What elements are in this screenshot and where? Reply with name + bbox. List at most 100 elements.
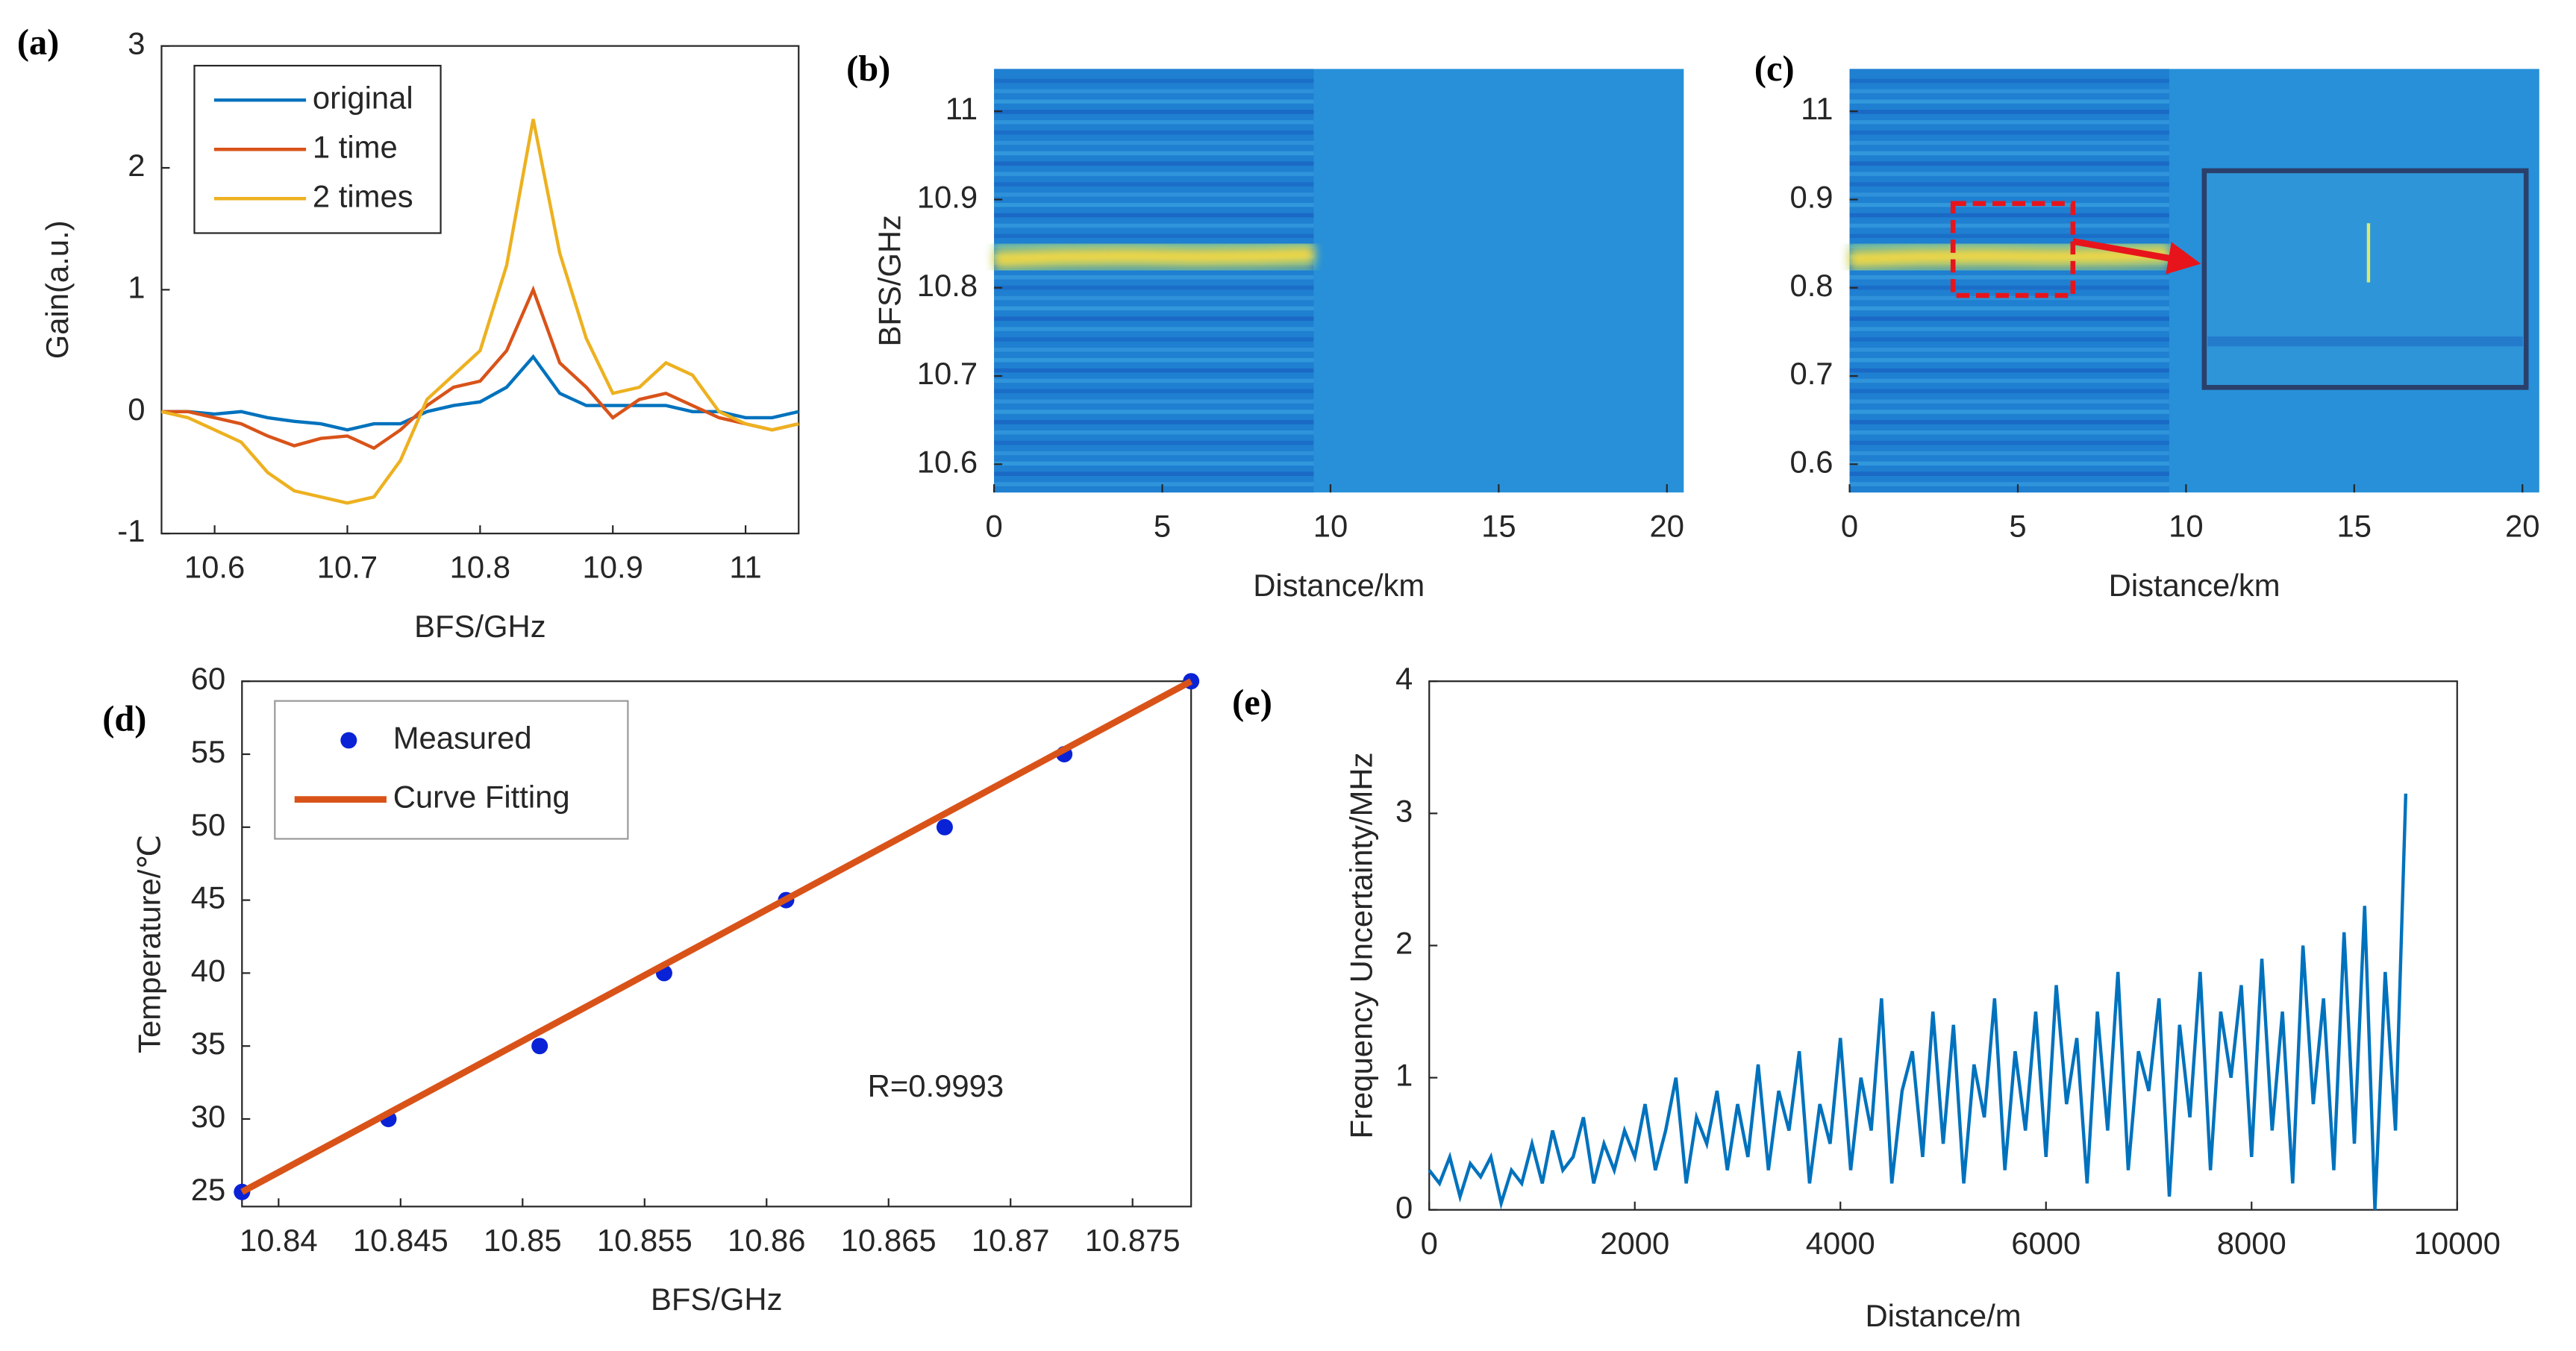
heatmap-stripe [994,78,1314,84]
y-tick-label: -1 [117,513,145,548]
heatmap-stripe [1849,140,2169,145]
heatmap-stripe [994,399,1314,404]
x-tick-label: 0 [1841,509,1858,544]
heatmap-stripe [1849,213,2169,218]
heatmap-stripe [1849,89,2169,93]
heatmap-stripe [1849,461,2169,466]
heatmap-stripe [994,130,1314,135]
y-tick-label: 4 [1395,661,1413,696]
panel-label: (c) [1754,49,1795,89]
legend-box [274,700,629,840]
x-tick-label: 11 [729,550,761,585]
heatmap-stripe [994,316,1314,321]
plot-frame [241,680,1192,1208]
x-tick-label: 10.87 [972,1223,1050,1258]
x-tick-label: 5 [1154,509,1171,544]
x-tick-label: 2000 [1600,1226,1669,1261]
y-tick-label: 2 [1395,926,1413,961]
heatmap-stripe [994,306,1314,311]
heatmap-stripe [1849,348,2169,352]
heatmap-stripe [1849,223,2169,228]
y-tick-label: 60 [191,661,226,696]
y-tick-label: 3 [1395,793,1413,828]
x-tick-label: 10.85 [484,1223,562,1258]
x-tick-label: 0 [985,509,1002,544]
y-axis-label: Frequency Uncertainty/MHz [1343,752,1378,1138]
x-tick-label: 4000 [1806,1226,1875,1261]
heatmap-stripe [1849,357,2169,363]
heatmap-stripe [994,348,1314,352]
x-tick-label: 10.875 [1085,1223,1181,1258]
y-tick-label: 10.7 [917,356,978,391]
x-axis-label: BFS/GHz [651,1282,783,1317]
y-tick-label: 50 [191,807,226,842]
heatmap-measured-region [994,69,1314,493]
y-tick-label: 0.9 [1789,180,1833,215]
x-axis-label: Distance/m [1865,1298,2021,1333]
y-tick-label: 11 [945,91,978,126]
heatmap-stripe [994,357,1314,363]
x-tick-label: 6000 [2011,1226,2081,1261]
x-tick-label: 10.84 [240,1223,318,1258]
x-tick-label: 10.6 [184,550,245,585]
heatmap-stripe [1849,482,2169,486]
y-tick-label: 35 [191,1026,226,1061]
y-tick-label: 30 [191,1099,226,1134]
heatmap-stripe [994,172,1314,176]
heatmap-stripe [994,471,1314,476]
x-tick-label: 10.7 [317,550,378,585]
heatmap-stripe [1849,78,2169,84]
heatmap-stripe [1849,368,2169,373]
heatmap-stripe [994,451,1314,456]
x-tick-label: 10 [2169,509,2204,544]
heatmap-stripe [994,440,1314,445]
heatmap-stripe [994,202,1314,207]
inset-stripe [2207,336,2523,347]
heatmap-stripe [994,161,1314,166]
heatmap-stripe [1849,295,2169,301]
heatmap-stripe [994,337,1314,342]
bfs-band [993,246,1314,267]
y-axis-label: Gain(a.u.) [40,220,75,359]
x-tick-label: 10.845 [353,1223,448,1258]
heatmap-stripe [1849,316,2169,321]
heatmap-measured-region [1849,69,2169,493]
heatmap-stripe [994,368,1314,373]
heatmap-stripe [1849,120,2169,125]
x-tick-label: 20 [2505,509,2540,544]
panel-label: (b) [846,49,890,89]
heatmap-stripe [1849,337,2169,342]
heatmap-stripe [1849,172,2169,176]
x-tick-label: 10.865 [841,1223,937,1258]
legend-label: Measured [393,720,532,755]
y-tick-label: 55 [191,734,226,769]
heatmap-stripe [994,430,1314,435]
heatmap-stripe [994,389,1314,394]
y-axis-label: BFS/GHz [872,215,907,347]
y-tick-label: 25 [191,1172,226,1207]
series-line [161,354,799,432]
legend-label: original [313,80,413,115]
panel-label: (d) [102,699,146,739]
heatmap-stripe [1849,389,2169,394]
heatmap-stripe [1849,110,2169,114]
fit-line [240,678,1193,1195]
x-tick-label: 10.8 [450,550,510,585]
x-tick-label: 20 [1650,509,1684,544]
heatmap-stripe [994,461,1314,466]
y-tick-label: 10.8 [917,268,978,303]
y-tick-label: 40 [191,953,226,988]
x-axis-label: Distance/km [2109,568,2280,603]
heatmap-stripe [1849,420,2169,424]
y-tick-label: 0 [128,392,145,427]
heatmap-stripe [994,213,1314,218]
y-tick-label: 10.9 [917,180,978,215]
heatmap-stripe [994,295,1314,301]
heatmap-stripe [994,182,1314,186]
heatmap-stripe [1849,275,2169,280]
panel-label: (a) [17,23,59,63]
panel-label: (e) [1232,683,1272,722]
heatmap-stripe [1849,285,2169,290]
heatmap-stripe [1849,182,2169,186]
heatmap-stripe [994,192,1314,197]
